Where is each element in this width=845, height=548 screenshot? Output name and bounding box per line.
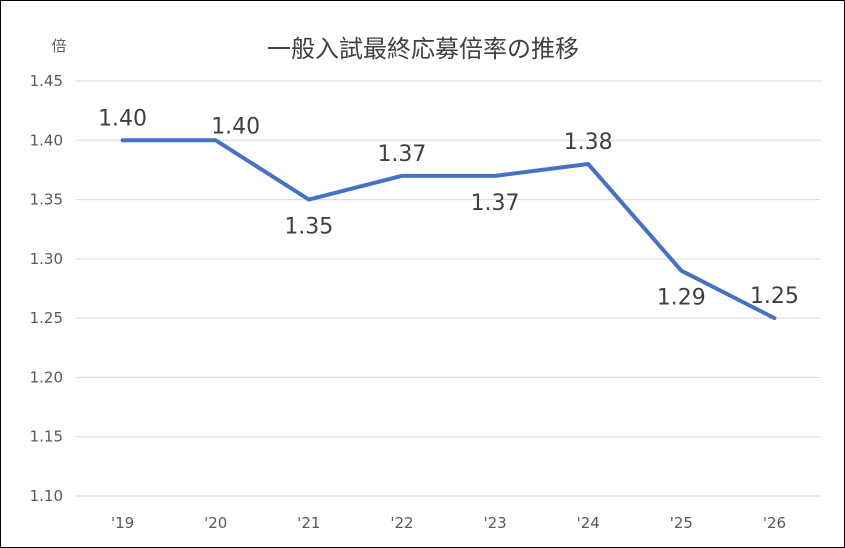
y-tick-label: 1.30 — [30, 250, 63, 268]
gridlines — [76, 80, 821, 497]
y-tick-label: 1.10 — [30, 487, 63, 505]
series-line — [120, 138, 777, 321]
x-tick-label: '24 — [577, 514, 600, 532]
y-tick-label: 1.25 — [30, 309, 63, 327]
data-label: 1.40 — [98, 106, 147, 131]
data-label: 1.37 — [377, 142, 426, 167]
x-tick-label: '26 — [763, 514, 786, 532]
chart-title: 一般入試最終応募倍率の推移 — [267, 35, 579, 63]
data-labels: 1.40 1.40 1.35 1.37 1.37 1.38 1.29 1.25 — [98, 106, 799, 310]
y-tick-label: 1.15 — [30, 428, 63, 446]
x-tick-label: '25 — [670, 514, 693, 532]
data-label: 1.29 — [657, 286, 706, 311]
data-label: 1.37 — [471, 191, 520, 216]
data-label: 1.40 — [211, 114, 260, 139]
data-label: 1.25 — [750, 284, 799, 309]
x-tick-label: '20 — [204, 514, 227, 532]
x-tick-label: '23 — [483, 514, 506, 532]
y-tick-label: 1.20 — [30, 368, 63, 386]
x-tick-label: '21 — [297, 514, 320, 532]
y-axis-tick-labels: 1.45 1.40 1.35 1.30 1.25 1.20 1.15 1.10 — [30, 72, 63, 505]
y-tick-label: 1.45 — [30, 72, 63, 90]
x-tick-label: '19 — [111, 514, 134, 532]
x-tick-label: '22 — [390, 514, 413, 532]
y-tick-label: 1.35 — [30, 191, 63, 209]
data-label: 1.38 — [564, 130, 613, 155]
x-axis-tick-labels: '19 '20 '21 '22 '23 '24 '25 '26 — [111, 514, 786, 532]
data-label: 1.35 — [284, 215, 333, 240]
y-axis-unit-label: 倍 — [51, 37, 66, 55]
y-tick-label: 1.40 — [30, 131, 63, 149]
series-line-group — [120, 138, 777, 321]
